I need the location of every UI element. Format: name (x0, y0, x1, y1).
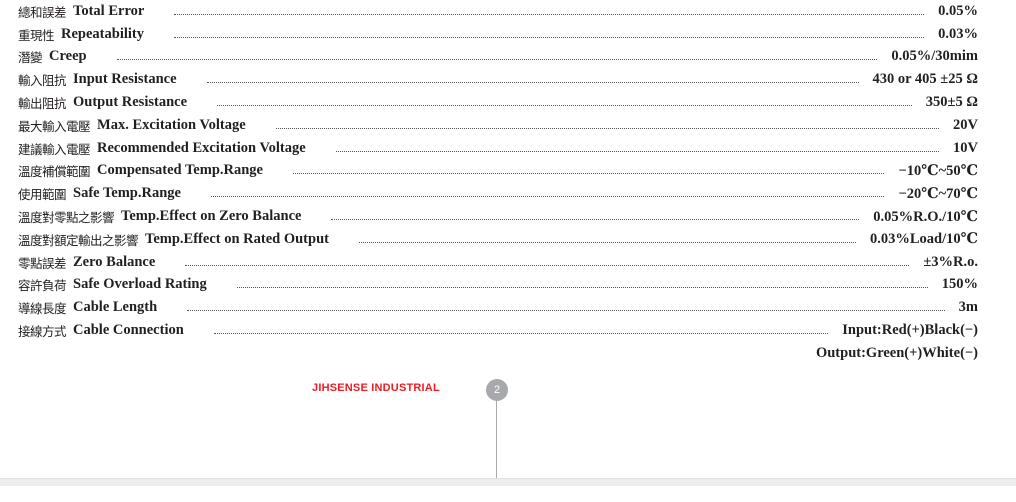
spec-label-zh: 容許負荷 (18, 278, 67, 294)
spec-label-en: Zero Balance (73, 253, 156, 270)
divider-line (496, 400, 497, 478)
dotted-leader (174, 13, 925, 15)
spec-value: 430 or 405 ±25 Ω (872, 71, 979, 88)
spec-label-zh: 使用範圍 (18, 187, 67, 203)
spec-label-en: Input Resistance (73, 71, 177, 88)
spec-label-zh: 輸出阻抗 (18, 96, 67, 112)
spec-label-zh: 零點誤差 (18, 255, 67, 271)
spec-value: Output:Green(+)White(−) (815, 344, 978, 361)
spec-label-en: Repeatability (61, 25, 144, 42)
spec-label-en: Output Resistance (73, 94, 188, 111)
dotted-leader (213, 333, 829, 335)
dotted-leader (210, 196, 885, 198)
spec-value: 0.05%/30mim (891, 48, 978, 65)
spec-value: −20℃~70℃ (898, 185, 978, 202)
spec-value: 10V (953, 139, 978, 156)
spec-label-en: Temp.Effect on Zero Balance (121, 208, 302, 225)
spec-label-en: Temp.Effect on Rated Output (145, 230, 329, 247)
spec-row: 溫度補償範圍 Compensated Temp.Range −10℃~50℃ (18, 160, 978, 183)
spec-label-en: Creep (49, 48, 87, 65)
dotted-leader (358, 241, 856, 243)
dotted-leader (335, 150, 940, 152)
spec-label-en: Total Error (73, 2, 145, 19)
spec-value: 350±5 Ω (925, 94, 978, 111)
spec-label-zh: 接線方式 (18, 324, 67, 340)
dotted-leader (187, 310, 945, 312)
spec-label-zh: 最大輸入電壓 (18, 118, 91, 134)
dotted-leader (236, 287, 928, 289)
dotted-leader (275, 127, 940, 129)
spec-value: 20V (953, 116, 978, 133)
spec-row: 重現性 Repeatability 0.03% (18, 23, 978, 46)
spec-value: 3m (958, 299, 978, 316)
spec-label-en: Compensated Temp.Range (97, 162, 263, 179)
spec-row: 溫度對零點之影響 Temp.Effect on Zero Balance 0.05%… (18, 205, 978, 228)
dotted-leader (116, 59, 878, 61)
spec-row: 潛變 Creep 0.05%/30mim (18, 46, 978, 69)
dotted-leader (206, 82, 859, 84)
spec-label-en: Recommended Excitation Voltage (97, 139, 306, 156)
spec-value: 150% (941, 276, 978, 293)
spec-label-en: Safe Temp.Range (73, 185, 181, 202)
spec-table: 總和誤差 Total Error 0.05% 重現性 Repeatability 0.03… (18, 0, 978, 365)
spec-row: 使用範圍 Safe Temp.Range −20℃~70℃ (18, 182, 978, 205)
spec-value: 0.03% (938, 25, 978, 42)
spec-label-en: Cable Connection (73, 322, 184, 339)
spec-label-en: Cable Length (73, 299, 158, 316)
spec-value: −10℃~50℃ (898, 162, 978, 179)
spec-value: 0.05% (938, 2, 978, 19)
spec-row: 輸出阻抗 Output Resistance 350±5 Ω (18, 91, 978, 114)
spec-label-zh: 輸入阻抗 (18, 73, 67, 89)
dotted-leader (331, 219, 860, 221)
spec-label-zh: 建議輸入電壓 (18, 141, 91, 157)
spec-value: 0.03%Load/10℃ (869, 231, 978, 248)
dotted-leader (173, 36, 925, 38)
spec-label-zh: 潛變 (18, 50, 43, 66)
spec-label-zh: 總和誤差 (18, 4, 67, 20)
spec-label-zh: 溫度對額定輸出之影響 (18, 232, 139, 248)
dotted-leader (217, 105, 912, 107)
brand-name: JIHSENSE INDUSTRIAL (312, 382, 440, 394)
dotted-leader (185, 264, 910, 266)
spec-label-en: Max. Excitation Voltage (97, 116, 246, 133)
page-number-badge: 2 (486, 379, 508, 401)
spec-row: 導線長度 Cable Length 3m (18, 296, 978, 319)
spec-row: 溫度對額定輸出之影響 Temp.Effect on Rated Output 0.0… (18, 228, 978, 251)
spec-row: 總和誤差 Total Error 0.05% (18, 0, 978, 23)
spec-row: 零點誤差 Zero Balance ±3%R.o. (18, 251, 978, 274)
spec-label-zh: 重現性 (18, 27, 55, 43)
spec-row: 輸入阻抗 Input Resistance 430 or 405 ±25 Ω (18, 68, 978, 91)
spec-label-zh: 溫度對零點之影響 (18, 210, 115, 226)
spec-label-zh: 導線長度 (18, 301, 67, 317)
spec-row-continuation: Output:Green(+)White(−) (18, 342, 978, 365)
spec-value: 0.05%R.O./10℃ (873, 208, 978, 225)
spec-label-zh: 溫度補償範圍 (18, 164, 91, 180)
spec-row: 接線方式 Cable Connection Input:Red(+)Black(−) (18, 319, 978, 342)
spec-value: ±3%R.o. (923, 253, 978, 270)
spec-row: 最大輸入電壓 Max. Excitation Voltage 20V (18, 114, 978, 137)
spec-row: 建議輸入電壓 Recommended Excitation Voltage 10V (18, 137, 978, 160)
spec-value: Input:Red(+)Black(−) (842, 322, 978, 339)
spec-label-en: Safe Overload Rating (73, 276, 207, 293)
dotted-leader (292, 173, 885, 175)
page-bottom-band (0, 478, 1016, 486)
spec-row: 容許負荷 Safe Overload Rating 150% (18, 274, 978, 297)
